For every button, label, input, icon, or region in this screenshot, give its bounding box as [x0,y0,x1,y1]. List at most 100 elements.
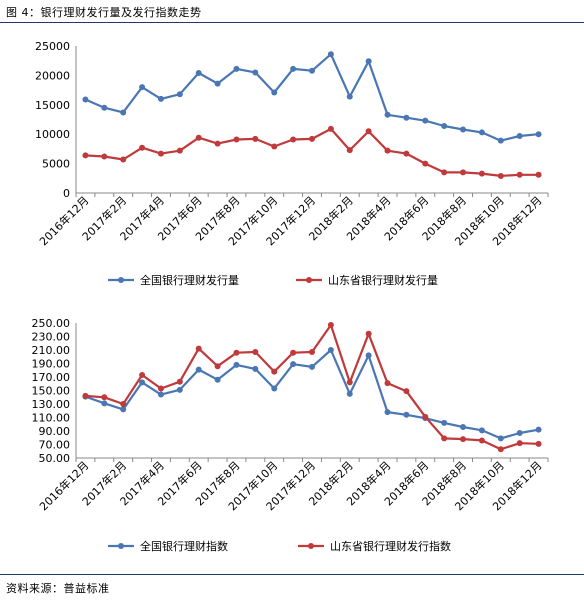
data-point [365,128,372,135]
data-point [327,322,334,329]
data-point [365,58,372,65]
data-point [82,392,89,399]
data-point [195,134,202,141]
data-point [271,143,278,150]
data-point [309,349,315,356]
series-line [85,323,539,451]
title-divider [0,22,584,23]
data-point [478,427,485,434]
data-point [422,117,429,124]
data-point [214,80,221,87]
data-point [365,352,372,359]
data-point [214,363,221,370]
data-point [157,150,164,157]
data-point [535,171,542,178]
data-point [139,379,146,386]
data-point [346,379,353,386]
data-point [384,147,391,154]
data-point [195,345,202,352]
data-point [384,380,391,387]
figure-title: 图 4：银行理财发行量及发行指数走势 [6,6,202,19]
series-line [85,348,539,440]
data-point [346,147,353,154]
data-point [176,91,183,98]
data-point [403,388,410,395]
data-point [478,170,485,177]
y-tick-label: 130.00 [32,398,71,411]
legend-marker [306,277,312,283]
data-point [460,169,467,176]
data-point [252,365,259,372]
data-point [252,69,259,76]
data-point [309,67,315,74]
y-tick-label: 110.00 [32,412,71,425]
source-note: 资料来源：普益标准 [6,582,110,595]
data-point [403,114,410,121]
data-point [478,437,485,444]
data-point [139,371,146,378]
data-point [403,150,410,157]
bottom-divider [0,574,584,575]
data-point [327,125,334,132]
data-point [233,65,240,72]
issuance-index-chart: 50.0070.0090.00110.00130.00150.00170.001… [32,317,549,553]
data-point [101,394,108,401]
data-point [101,400,108,407]
data-point [139,84,146,91]
data-point [327,51,334,58]
y-tick-label: 0 [63,187,70,200]
y-tick-label: 25000 [35,40,70,53]
data-point [441,435,448,442]
data-point [497,435,504,442]
data-point [365,330,372,337]
data-point [176,147,183,154]
legend-label: 全国银行理财发行量 [140,273,239,287]
y-tick-label: 150.00 [32,385,71,398]
data-point [460,423,467,430]
y-tick-label: 20000 [35,69,70,82]
data-point [120,156,127,163]
data-point [497,172,504,179]
data-point [384,409,391,416]
legend-marker [118,543,124,549]
data-point [441,419,448,426]
y-tick-label: 190.00 [32,358,71,371]
data-point [101,153,108,160]
data-point [516,132,523,139]
data-point [309,135,315,142]
data-point [309,363,315,370]
y-tick-label: 210.00 [32,344,71,357]
data-point [290,349,297,356]
y-tick-label: 70.00 [39,439,71,452]
data-point [497,446,504,453]
y-tick-label: 250.00 [32,317,71,330]
legend-label: 山东省银行理财发行指数 [330,539,451,553]
data-point [233,349,240,356]
data-point [271,89,278,96]
legend-marker [308,543,314,549]
data-point [403,411,410,418]
data-point [290,136,297,143]
y-tick-label: 15000 [35,99,70,112]
data-point [497,137,504,144]
issuance-volume-chart: 05000100001500020000250002016年12月2017年2月… [35,40,549,287]
series-line [84,53,539,142]
y-tick-label: 50.00 [39,452,71,465]
legend-label: 山东省银行理财发行量 [328,273,438,287]
data-point [422,413,429,420]
data-point [478,129,485,136]
y-tick-label: 230.00 [32,331,71,344]
data-point [157,95,164,102]
data-point [516,440,523,447]
data-point [516,430,523,437]
data-point [214,140,221,147]
data-point [157,385,164,392]
data-point [460,436,467,443]
data-point [195,366,202,373]
data-point [82,152,89,159]
data-point [233,136,240,143]
data-point [176,378,183,385]
y-tick-label: 5000 [42,158,70,171]
data-point [346,93,353,100]
data-point [271,368,278,375]
